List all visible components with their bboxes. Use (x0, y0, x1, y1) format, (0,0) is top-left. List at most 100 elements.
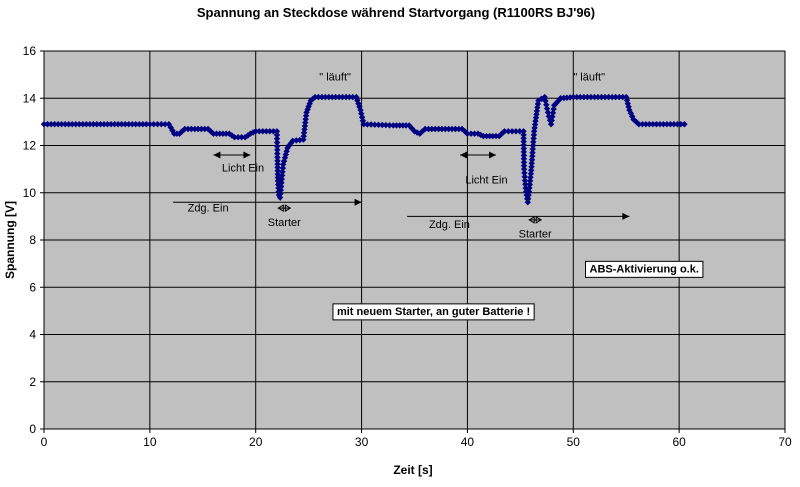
data-point-marker (122, 121, 129, 128)
data-point-marker (349, 93, 356, 101)
data-point-marker (527, 170, 535, 177)
data-point-marker (528, 167, 535, 174)
data-point-marker (386, 122, 393, 129)
data-point-marker (534, 104, 541, 111)
data-point-marker (270, 128, 277, 135)
data-point-marker (505, 128, 512, 135)
data-point-marker (359, 117, 367, 124)
annotation-label: Zdg. Ein (429, 219, 470, 231)
data-point-marker (259, 128, 266, 135)
data-point-marker (530, 128, 538, 135)
y-tick-label: 0 (29, 422, 36, 436)
data-point-marker (533, 107, 541, 115)
x-tick-label: 40 (461, 435, 475, 449)
data-point-marker (90, 121, 97, 128)
data-point-marker (273, 139, 281, 146)
data-point-marker (445, 125, 452, 133)
data-point-marker (528, 156, 536, 163)
data-point-marker (660, 121, 667, 128)
data-point-marker (541, 93, 548, 101)
arrowhead-left (460, 151, 468, 159)
data-point-marker (616, 93, 623, 101)
data-point-marker (566, 94, 574, 101)
data-point-marker (169, 127, 176, 134)
data-point-marker (530, 135, 537, 142)
data-point-marker (531, 124, 538, 132)
y-tick-label: 14 (23, 91, 37, 105)
data-point-marker (520, 155, 528, 162)
data-point-marker (630, 116, 637, 123)
data-point-marker (40, 121, 48, 128)
data-point-marker (520, 131, 527, 138)
data-point-marker (274, 143, 281, 150)
arrowhead-right (489, 151, 497, 159)
data-point-marker (346, 93, 353, 101)
annotation-label: Zdg. Ein (188, 203, 229, 215)
data-point-marker (191, 125, 198, 133)
annotation-label: Licht Ein (222, 162, 264, 174)
data-point-marker (608, 93, 616, 101)
data-point-marker (529, 152, 536, 160)
data-point-marker (104, 121, 111, 128)
data-point-marker (625, 103, 632, 110)
arrowhead-right (284, 204, 292, 212)
data-point-marker (375, 121, 382, 128)
data-point-marker (570, 93, 577, 101)
data-point-marker (353, 93, 360, 101)
data-point-marker (231, 134, 238, 141)
data-point-marker (642, 121, 650, 128)
data-point-marker (516, 128, 523, 135)
data-point-marker (198, 125, 205, 133)
data-point-marker (277, 183, 285, 190)
data-point-marker (371, 121, 378, 128)
data-point-marker (580, 93, 588, 101)
data-point-marker (184, 125, 192, 133)
data-point-marker (360, 121, 367, 128)
data-point-marker (188, 125, 195, 133)
data-point-marker (550, 105, 557, 113)
data-point-marker (667, 121, 674, 128)
data-point-marker (335, 93, 343, 101)
data-point-marker (455, 125, 462, 133)
data-point-marker (521, 173, 528, 180)
data-point-marker (97, 121, 104, 128)
annotation-box-text: mit neuem Starter, an guter Batterie ! (337, 306, 530, 318)
data-point-marker (573, 93, 580, 101)
data-point-marker (646, 121, 653, 128)
data-point-marker (526, 177, 534, 185)
data-point-marker (277, 190, 284, 197)
data-point-marker (274, 150, 281, 157)
x-tick-label: 20 (249, 435, 263, 449)
data-point-marker (62, 121, 69, 128)
data-point-marker (629, 113, 636, 120)
voltage-series (40, 93, 688, 206)
y-tick-label: 12 (23, 139, 37, 153)
data-point-marker (551, 102, 558, 109)
annotation-label: Starter (519, 229, 552, 241)
y-tick-label: 2 (29, 375, 36, 389)
data-point-marker (367, 121, 375, 128)
y-tick-label: 10 (23, 186, 37, 200)
data-point-marker (65, 121, 72, 128)
data-point-marker (273, 128, 281, 135)
x-tick-label: 30 (355, 435, 369, 449)
annotations: " läuft" " läuft" Licht Ein Licht Ein Zdg. E… (173, 72, 704, 321)
data-point-marker (311, 93, 319, 101)
data-point-marker (549, 113, 556, 120)
data-point-marker (553, 99, 560, 107)
data-point-marker (525, 191, 532, 199)
data-point-marker (275, 184, 282, 192)
data-point-marker (51, 121, 58, 128)
data-point-marker (252, 128, 259, 135)
data-point-marker (442, 125, 449, 133)
data-point-marker (623, 93, 630, 101)
data-point-marker (379, 121, 386, 129)
data-point-marker (139, 121, 146, 128)
data-point-marker (635, 121, 643, 128)
data-point-marker (263, 128, 270, 135)
data-point-marker (529, 142, 537, 149)
data-point-marker (274, 146, 281, 154)
arrowhead-left (213, 151, 221, 159)
data-point-marker (674, 121, 681, 128)
data-point-marker (520, 165, 528, 173)
